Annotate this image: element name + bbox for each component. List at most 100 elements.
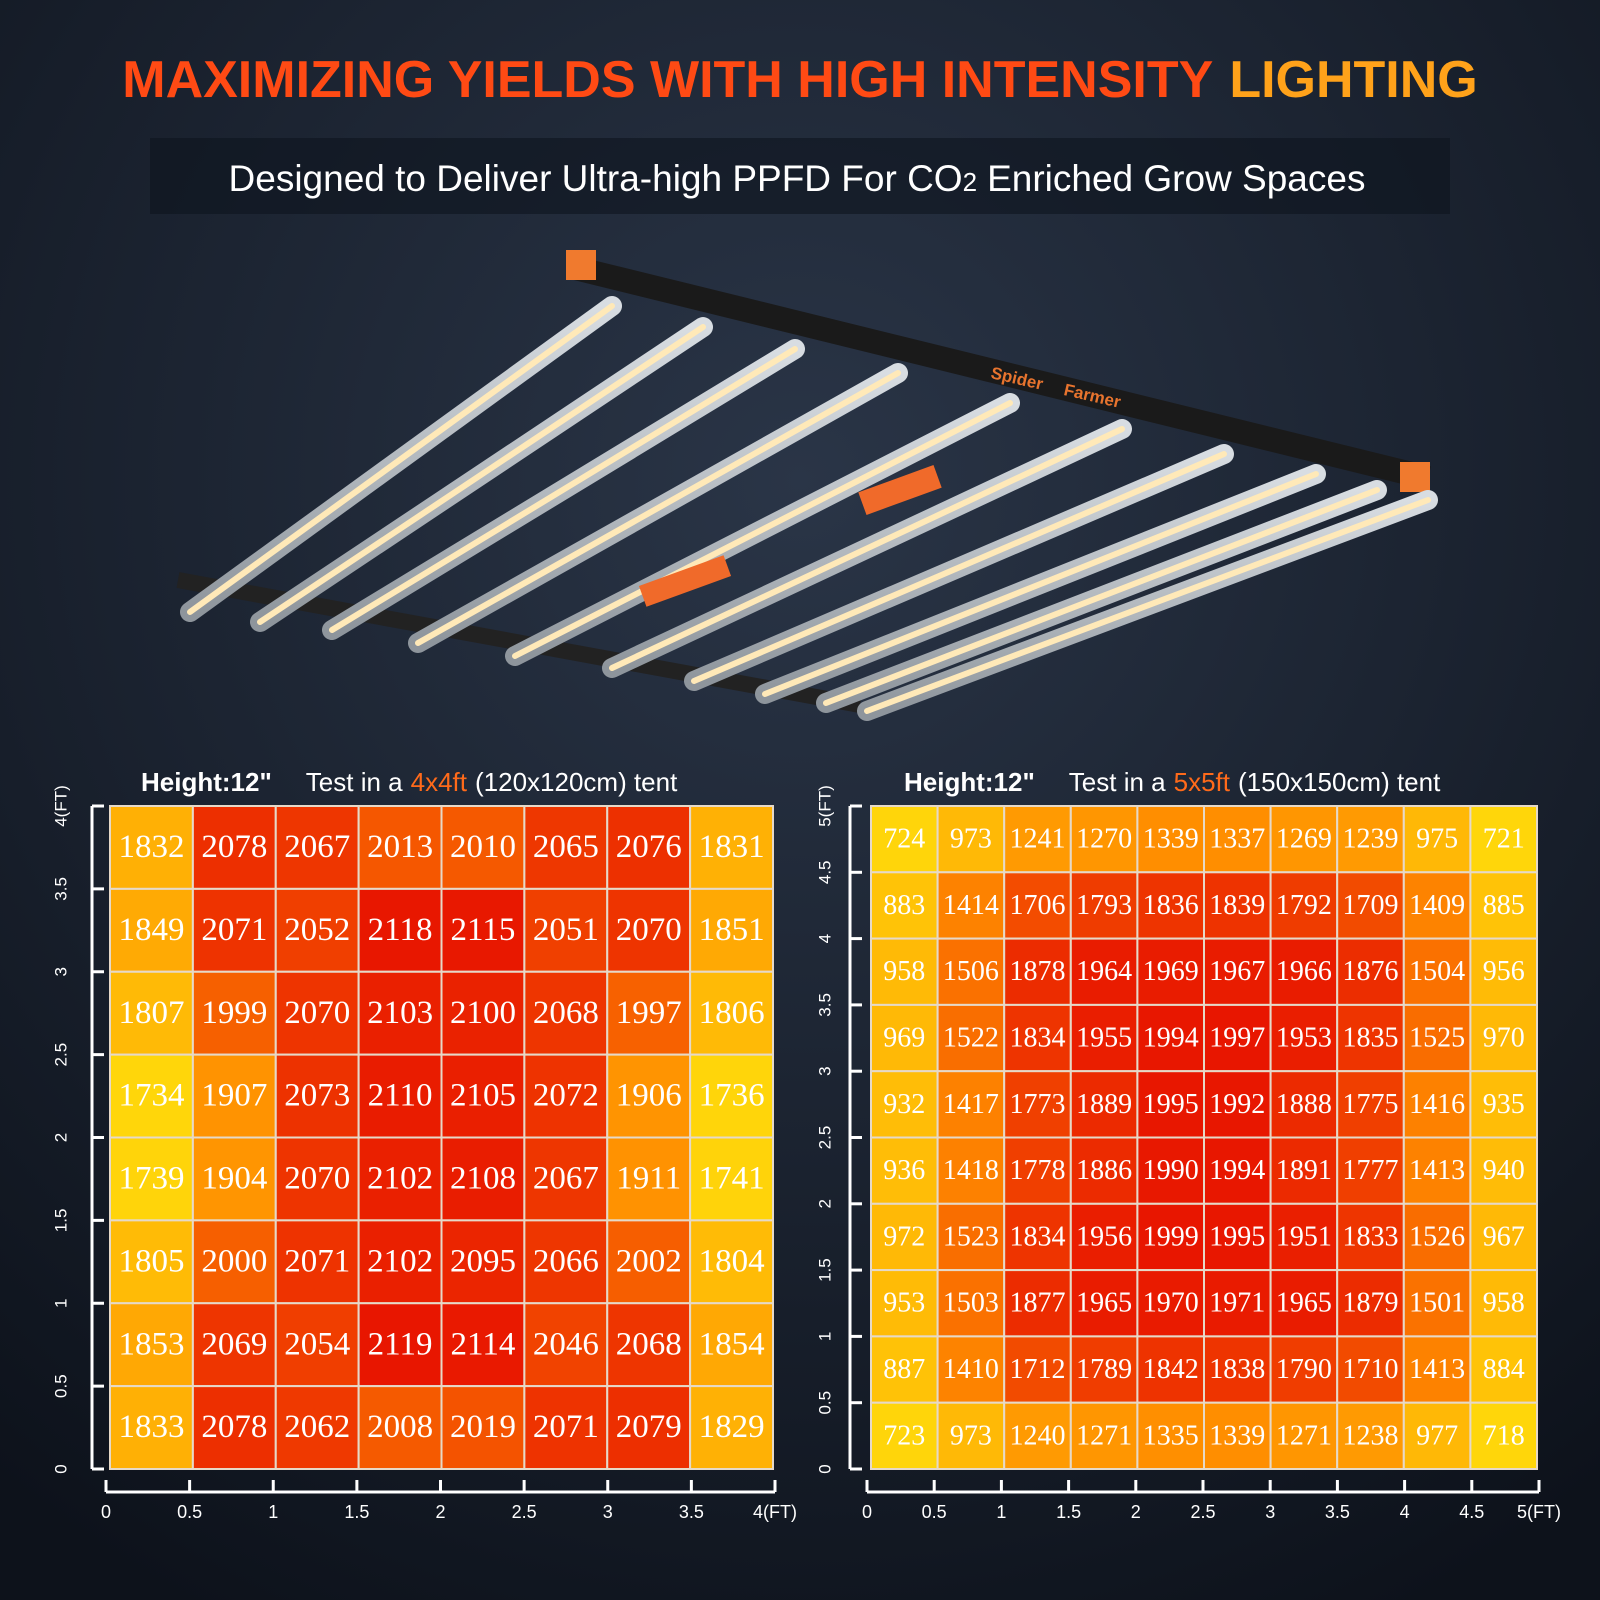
panel-heading: Height:12" Test in a 5x5ft (150x150cm) tent bbox=[904, 767, 1441, 797]
y-tick-label: 4.5 bbox=[815, 860, 834, 884]
ppfd-value: 1271 bbox=[1076, 1420, 1132, 1451]
y-tick-label: 3 bbox=[815, 1066, 834, 1075]
ppfd-value: 1339 bbox=[1209, 1420, 1265, 1451]
y-tick-label: 2.5 bbox=[51, 1043, 70, 1067]
heat-cell bbox=[357, 1136, 443, 1222]
title-accent: LIGHTING bbox=[1229, 51, 1477, 109]
heat-cell bbox=[1269, 937, 1339, 1006]
ppfd-value: 1710 bbox=[1343, 1354, 1399, 1385]
heat-cell bbox=[1069, 1269, 1139, 1338]
heat-cell bbox=[1469, 1401, 1539, 1470]
heat-cell bbox=[606, 1302, 692, 1388]
heat-cell bbox=[1136, 1269, 1206, 1338]
ppfd-value: 935 bbox=[1483, 1089, 1525, 1120]
heat-cell bbox=[1203, 1003, 1272, 1073]
y-tick-label: 3 bbox=[51, 967, 70, 976]
ppfd-value: 1853 bbox=[118, 1326, 184, 1362]
heat-cell bbox=[606, 1219, 692, 1305]
ppfd-value: 2102 bbox=[367, 1243, 433, 1279]
ppfd-value: 1956 bbox=[1076, 1221, 1132, 1252]
ppfd-value: 1506 bbox=[943, 956, 999, 987]
heat-cell bbox=[606, 970, 692, 1056]
ppfd-value: 1849 bbox=[118, 912, 184, 948]
x-tick-label: 1 bbox=[996, 1502, 1006, 1522]
ppfd-value: 1990 bbox=[1143, 1155, 1199, 1186]
subtitle: Designed to Deliver Ultra-high PPFD For … bbox=[229, 158, 1366, 199]
heat-cell bbox=[523, 1302, 609, 1388]
ppfd-value: 1501 bbox=[1409, 1288, 1465, 1319]
ppfd-value: 718 bbox=[1483, 1420, 1525, 1451]
heat-cell bbox=[936, 1335, 1006, 1404]
ppfd-value: 1965 bbox=[1076, 1288, 1132, 1319]
ppfd-value: 940 bbox=[1483, 1155, 1525, 1186]
ppfd-value: 2073 bbox=[284, 1078, 350, 1114]
heat-cell bbox=[1402, 1202, 1472, 1272]
y-tick-label: 0 bbox=[815, 1464, 834, 1473]
y-tick-label: 0 bbox=[51, 1464, 70, 1473]
y-tick-label: 2 bbox=[815, 1199, 834, 1208]
heat-cell bbox=[523, 1136, 609, 1222]
ppfd-value: 2002 bbox=[616, 1243, 682, 1279]
ppfd-value: 1777 bbox=[1343, 1155, 1399, 1186]
heat-cell bbox=[274, 1053, 360, 1139]
ppfd-value: 883 bbox=[883, 890, 925, 921]
heat-cell bbox=[1003, 871, 1072, 940]
ppfd-value: 1992 bbox=[1209, 1089, 1265, 1120]
ppfd-value: 2013 bbox=[367, 829, 433, 865]
ppfd-value: 1270 bbox=[1076, 824, 1132, 855]
ppfd-value: 2100 bbox=[450, 995, 516, 1031]
title-main: MAXIMIZING YIELDS WITH HIGH INTENSITY bbox=[122, 51, 1213, 109]
ppfd-value: 969 bbox=[883, 1022, 925, 1053]
ppfd-value: 1239 bbox=[1343, 824, 1399, 855]
ppfd-value: 2070 bbox=[284, 1161, 350, 1197]
heat-cell bbox=[274, 1302, 360, 1388]
ppfd-value: 1789 bbox=[1076, 1354, 1132, 1385]
heat-cell bbox=[357, 805, 443, 890]
heat-cell bbox=[1136, 1202, 1206, 1272]
heat-cell bbox=[1402, 937, 1472, 1006]
heat-cell bbox=[1402, 1269, 1472, 1338]
heat-cell bbox=[1136, 805, 1206, 874]
y-tick-label: 1.5 bbox=[51, 1209, 70, 1233]
ppfd-value: 2079 bbox=[616, 1409, 682, 1445]
heat-cell bbox=[440, 1302, 526, 1388]
heat-cell bbox=[870, 1136, 939, 1205]
y-tick-label: 1.5 bbox=[815, 1258, 834, 1282]
ppfd-value: 2070 bbox=[284, 995, 350, 1031]
heat-cell bbox=[1136, 1136, 1206, 1205]
heat-cell bbox=[870, 1003, 939, 1073]
ppfd-value: 2069 bbox=[201, 1326, 267, 1362]
heat-cell bbox=[870, 1202, 939, 1272]
ppfd-value: 887 bbox=[883, 1354, 925, 1385]
heat-cell bbox=[689, 1385, 774, 1470]
ppfd-value: 2067 bbox=[284, 829, 350, 865]
ppfd-value: 1886 bbox=[1076, 1155, 1132, 1186]
ppfd-value: 1409 bbox=[1409, 890, 1465, 921]
ppfd-value: 1889 bbox=[1076, 1089, 1132, 1120]
ppfd-value: 975 bbox=[1416, 824, 1458, 855]
ppfd-value: 1878 bbox=[1010, 956, 1066, 987]
ppfd-value: 1888 bbox=[1276, 1089, 1332, 1120]
panels: Height:12" Test in a 4x4ft (120x120cm) tent… bbox=[51, 767, 1561, 1522]
ppfd-value: 1836 bbox=[1143, 890, 1199, 921]
ppfd-value: 2065 bbox=[533, 829, 599, 865]
x-tick-label: 4.5 bbox=[1459, 1502, 1484, 1522]
ppfd-value: 1739 bbox=[118, 1161, 184, 1197]
driver-bracket bbox=[858, 465, 942, 515]
ppfd-value: 2105 bbox=[450, 1078, 516, 1114]
ppfd-value: 1951 bbox=[1276, 1221, 1332, 1252]
ppfd-value: 2102 bbox=[367, 1161, 433, 1197]
heat-cell bbox=[606, 1136, 692, 1222]
heat-cell bbox=[1136, 871, 1206, 940]
y-tick-label: 0.5 bbox=[51, 1374, 70, 1398]
ppfd-value: 1417 bbox=[943, 1089, 999, 1120]
heat-cell bbox=[523, 1053, 609, 1139]
y-tick-label: 2 bbox=[51, 1133, 70, 1142]
ppfd-value: 1792 bbox=[1276, 890, 1332, 921]
ppfd-value: 885 bbox=[1483, 890, 1525, 921]
ppfd-value: 1793 bbox=[1076, 890, 1132, 921]
heat-cell bbox=[440, 1385, 526, 1470]
ppfd-panel: Height:12" Test in a 5x5ft (150x150cm) tent… bbox=[815, 767, 1561, 1522]
ppfd-value: 1413 bbox=[1409, 1155, 1465, 1186]
